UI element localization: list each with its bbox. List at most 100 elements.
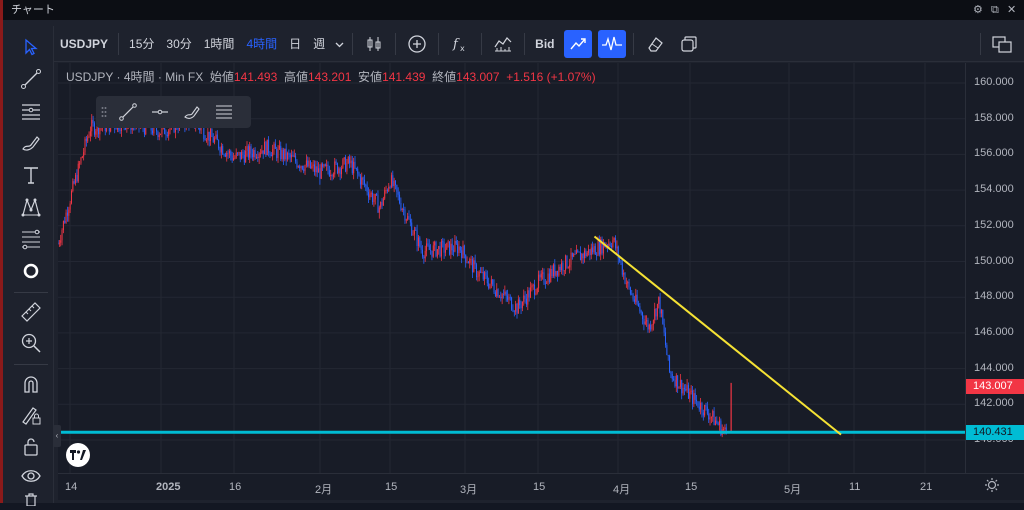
candle-body <box>81 156 83 158</box>
candle-body <box>642 312 644 319</box>
candle-body <box>577 250 579 252</box>
bid-button[interactable]: Bid <box>535 36 555 51</box>
trend-line-toggle[interactable] <box>563 29 592 58</box>
candle-body <box>651 324 653 330</box>
horizontal-lines-icon[interactable] <box>20 100 42 122</box>
popout-icon[interactable]: ⧉ <box>991 4 999 16</box>
candle-body <box>389 186 391 188</box>
interval-day[interactable]: 日 <box>289 36 302 51</box>
candle-body <box>168 130 170 137</box>
time-axis[interactable]: 14 2025 16 2月 15 3月 15 4月 15 5月 11 21 <box>58 473 1024 500</box>
sidebar-collapse-handle[interactable]: ‹ <box>53 425 61 447</box>
price-chart[interactable] <box>58 63 965 473</box>
candle-body <box>339 168 341 175</box>
candle-body <box>601 239 603 254</box>
candle-body <box>643 318 645 325</box>
candle-body <box>654 308 656 321</box>
interval-15m[interactable]: 15分 <box>129 36 155 51</box>
magnet-icon[interactable] <box>20 373 42 395</box>
candle-body <box>623 273 625 275</box>
cursor-icon[interactable] <box>20 36 42 58</box>
candle-body <box>565 255 567 271</box>
candle-body <box>547 273 549 283</box>
candle-body <box>515 303 517 312</box>
float-trendline-icon[interactable] <box>112 96 144 128</box>
candle-body <box>212 137 214 143</box>
candle-body <box>697 401 699 407</box>
candle-body <box>585 250 587 257</box>
candle-body <box>257 157 259 159</box>
chart-pane[interactable]: USDJPY · 4時間 · Min FX 始値141.493 高値143.20… <box>58 63 965 473</box>
ruler-icon[interactable] <box>20 301 42 323</box>
pulse-toggle[interactable] <box>597 29 626 58</box>
eye-icon[interactable] <box>20 465 42 487</box>
candle-body <box>442 241 444 243</box>
brush-icon[interactable] <box>20 132 42 154</box>
price-axis[interactable]: 160.000 158.000 156.000 154.000 152.000 150.0… <box>965 63 1024 473</box>
interval-week[interactable]: 週 <box>313 36 326 51</box>
candle-body <box>632 294 634 300</box>
close-icon[interactable]: ✕ <box>1007 4 1017 16</box>
candle-body <box>666 345 668 356</box>
duplicate-button[interactable] <box>675 30 703 58</box>
candle-body <box>434 242 436 246</box>
text-icon[interactable] <box>20 164 42 186</box>
layout-button[interactable] <box>988 30 1016 58</box>
drag-handle-icon[interactable] <box>96 96 112 128</box>
candle-body <box>528 290 530 298</box>
templates-button[interactable] <box>489 30 517 58</box>
candle-body <box>597 241 599 256</box>
candle-body <box>284 148 286 160</box>
candle-body <box>557 270 558 276</box>
candle-body <box>374 193 376 200</box>
candle-body <box>400 203 402 211</box>
axis-settings-icon[interactable] <box>984 477 1000 498</box>
candle-body <box>431 250 433 257</box>
zoom-icon[interactable] <box>20 332 42 354</box>
float-brush-icon[interactable] <box>176 96 208 128</box>
compare-button[interactable] <box>403 30 431 58</box>
candle-body <box>624 273 626 284</box>
circle-icon[interactable] <box>20 260 42 282</box>
window-title: チャート <box>11 4 55 16</box>
interval-4h[interactable]: 4時間 <box>246 36 278 51</box>
candle-body <box>639 306 641 312</box>
interval-30m[interactable]: 30分 <box>166 36 192 51</box>
candle-body <box>77 163 79 182</box>
candle-body <box>158 134 160 138</box>
candle-body <box>304 165 306 172</box>
tradingview-logo <box>66 443 90 467</box>
float-hline-icon[interactable] <box>144 96 176 128</box>
candle-body <box>561 262 563 271</box>
settings-icon[interactable]: ⚙ <box>973 4 983 16</box>
trendline-icon[interactable] <box>20 68 42 90</box>
candle-body <box>467 262 469 264</box>
fib-icon[interactable] <box>20 228 42 250</box>
candle-body <box>524 295 526 299</box>
candle-body <box>89 131 91 136</box>
candle-body <box>458 246 460 254</box>
candle-body <box>231 155 233 161</box>
candle-body <box>648 324 650 330</box>
trash-icon[interactable] <box>20 488 42 510</box>
lock-icon[interactable] <box>20 435 42 457</box>
candle-body <box>312 164 314 167</box>
candle-type-button[interactable] <box>360 30 388 58</box>
candle-body <box>640 311 642 313</box>
lock-drawing-icon[interactable] <box>20 404 42 426</box>
interval-1h[interactable]: 1時間 <box>203 36 235 51</box>
interval-dropdown[interactable] <box>331 26 348 62</box>
clear-drawings-button[interactable] <box>641 30 669 58</box>
candle-body <box>574 254 576 255</box>
candle-body <box>444 249 446 253</box>
symbol-selector[interactable]: USDJPY <box>60 36 109 51</box>
title-bar: チャート ⚙ ⧉ ✕ <box>3 0 1024 20</box>
candle-body <box>609 243 611 246</box>
candle-body <box>258 153 260 159</box>
candle-body <box>369 194 371 198</box>
float-lines-icon[interactable] <box>208 96 240 128</box>
candle-body <box>596 254 598 256</box>
pattern-icon[interactable] <box>20 196 42 218</box>
candle-body <box>61 230 63 241</box>
